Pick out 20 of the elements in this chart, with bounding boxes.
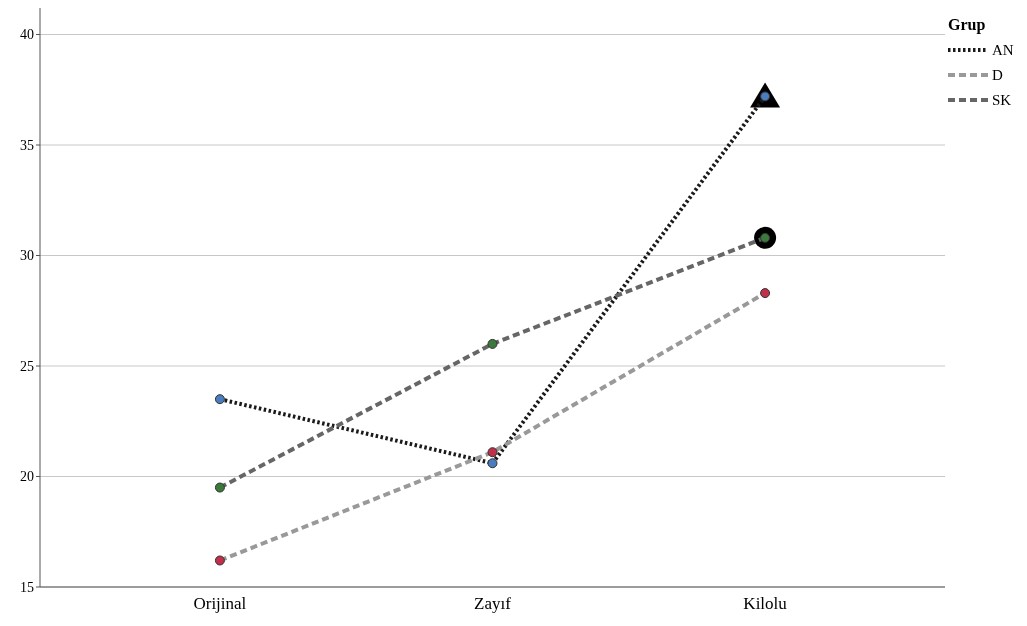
- point: [214, 482, 225, 493]
- x-tick-label: Orijinal: [193, 594, 247, 613]
- y-tick-label: 15: [20, 579, 34, 595]
- point: [487, 458, 498, 469]
- y-tick-label: 30: [20, 248, 34, 264]
- legend-label: D: [992, 67, 1003, 84]
- legend-label: AN: [992, 42, 1014, 59]
- y-tick-label: 35: [20, 137, 34, 153]
- point: [487, 338, 498, 349]
- x-tick-label: Zayıf: [474, 594, 512, 613]
- legend-title: Grup: [948, 16, 986, 34]
- x-tick-label: Kilolu: [743, 594, 788, 613]
- point: [214, 555, 225, 566]
- y-tick-label: 40: [20, 27, 34, 43]
- point: [214, 394, 225, 405]
- y-tick-label: 20: [20, 469, 34, 485]
- point: [487, 447, 498, 458]
- legend-label: SK: [992, 92, 1012, 109]
- point: [760, 288, 771, 299]
- y-tick-label: 25: [20, 358, 34, 374]
